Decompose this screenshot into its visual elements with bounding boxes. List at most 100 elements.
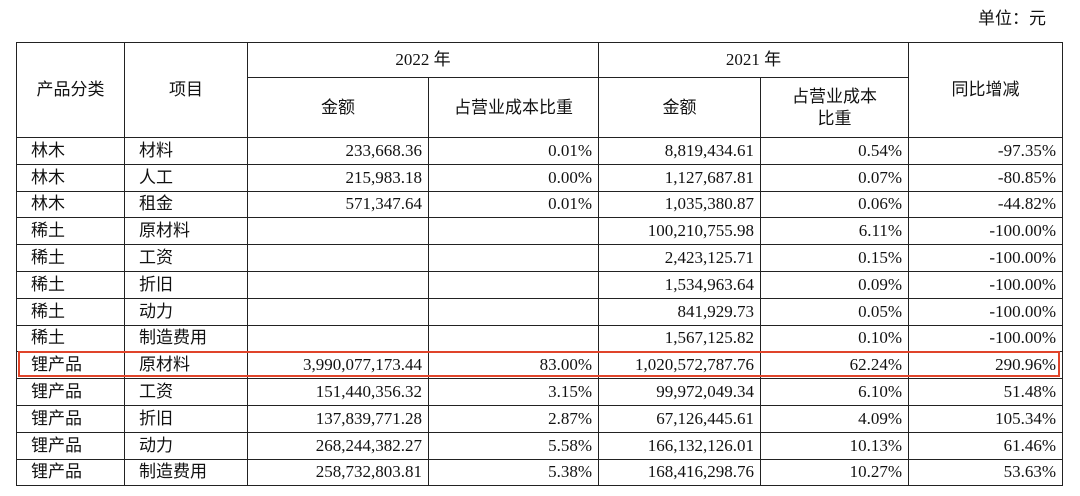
table-cell: 2.87%: [428, 404, 599, 433]
table-cell: 2,423,125.71: [598, 244, 761, 272]
table-cell: 53.63%: [908, 458, 1063, 487]
table-cell: 0.05%: [760, 297, 909, 326]
table-cell: 3.15%: [428, 378, 599, 406]
table-cell: [247, 244, 429, 272]
table-cell: 锂产品: [16, 431, 125, 460]
header-cell: 产品分类: [16, 42, 125, 138]
table-row: 林木 人工 215,983.18 0.00% 1,127,687.81 0.07% -80.…: [16, 163, 1063, 192]
table-cell: 10.27%: [760, 458, 909, 487]
table-cell: 0.15%: [760, 244, 909, 272]
table-cell: 1,567,125.82: [598, 324, 761, 353]
table-cell: 1,020,572,787.76: [598, 351, 761, 380]
table-cell: 林木: [16, 137, 125, 165]
table-cell: 折旧: [124, 404, 248, 433]
table-row: 稀土 制造费用 1,567,125.82 0.10% -100.00%: [16, 324, 1063, 353]
table-cell: 571,347.64: [247, 190, 429, 219]
table-cell: 105.34%: [908, 404, 1063, 433]
table-cell: [247, 297, 429, 326]
table-cell: 0.01%: [428, 137, 599, 165]
table-cell: 原材料: [124, 351, 248, 380]
table-cell: 人工: [124, 163, 248, 192]
table-cell: [247, 270, 429, 299]
table-cell: 168,416,298.76: [598, 458, 761, 487]
table-cell: 租金: [124, 190, 248, 219]
table-cell: -100.00%: [908, 217, 1063, 246]
table-cell: 林木: [16, 190, 125, 219]
table-cell: 233,668.36: [247, 137, 429, 165]
table-cell: 0.10%: [760, 324, 909, 353]
table-cell: 1,035,380.87: [598, 190, 761, 219]
table-cell: 258,732,803.81: [247, 458, 429, 487]
table-cell: -100.00%: [908, 297, 1063, 326]
table-row: 稀土 工资 2,423,125.71 0.15% -100.00%: [16, 244, 1063, 272]
table-cell: 锂产品: [16, 378, 125, 406]
table-cell: 5.38%: [428, 458, 599, 487]
table-cell: 材料: [124, 137, 248, 165]
header-cell: 占营业成本比重: [760, 77, 909, 138]
table-cell: 83.00%: [428, 351, 599, 380]
table-cell: -100.00%: [908, 270, 1063, 299]
table-row: 稀土 动力 841,929.73 0.05% -100.00%: [16, 297, 1063, 326]
table-cell: 工资: [124, 244, 248, 272]
header-cell: 项目: [124, 42, 248, 138]
header-cell: 2021 年: [598, 42, 909, 78]
table-cell: 3,990,077,173.44: [247, 351, 429, 380]
table-cell: 稀土: [16, 324, 125, 353]
table-cell: 151,440,356.32: [247, 378, 429, 406]
table-cell: 动力: [124, 431, 248, 460]
table-cell: -44.82%: [908, 190, 1063, 219]
table-cell: 51.48%: [908, 378, 1063, 406]
header-row: 产品分类 项目 2022 年 2021 年 同比增减: [16, 42, 1063, 138]
table-cell: [428, 297, 599, 326]
header-cell: 占营业成本比重: [428, 77, 599, 138]
table-cell: 0.06%: [760, 190, 909, 219]
table-cell: 锂产品: [16, 404, 125, 433]
table-cell: 8,819,434.61: [598, 137, 761, 165]
table-row: 锂产品 动力 268,244,382.27 5.58% 166,132,126.01 10…: [16, 431, 1063, 460]
table-cell: 215,983.18: [247, 163, 429, 192]
table-cell: 稀土: [16, 244, 125, 272]
table-cell: 稀土: [16, 297, 125, 326]
table-body: 林木 材料 233,668.36 0.01% 8,819,434.61 0.54% -97.…: [16, 137, 1063, 487]
header-cell: 金额: [247, 77, 429, 138]
table-cell: 268,244,382.27: [247, 431, 429, 460]
table-cell: -100.00%: [908, 324, 1063, 353]
table-row: 锂产品 折旧 137,839,771.28 2.87% 67,126,445.61 4.0…: [16, 404, 1063, 433]
table-cell: 61.46%: [908, 431, 1063, 460]
table-cell: [247, 324, 429, 353]
table-row: 锂产品 工资 151,440,356.32 3.15% 99,972,049.34 6.1…: [16, 378, 1063, 406]
table-cell: 1,127,687.81: [598, 163, 761, 192]
table-cell: 137,839,771.28: [247, 404, 429, 433]
table-cell: 稀土: [16, 217, 125, 246]
table-cell: 841,929.73: [598, 297, 761, 326]
table-cell: [428, 270, 599, 299]
table-cell: 10.13%: [760, 431, 909, 460]
table-cell: 0.07%: [760, 163, 909, 192]
table-cell: 1,534,963.64: [598, 270, 761, 299]
table-cell: -97.35%: [908, 137, 1063, 165]
table-cell: 动力: [124, 297, 248, 326]
table-cell: 67,126,445.61: [598, 404, 761, 433]
table-cell: 制造费用: [124, 324, 248, 353]
table-cell: [428, 244, 599, 272]
table-cell: 4.09%: [760, 404, 909, 433]
table-row: 锂产品 原材料 3,990,077,173.44 83.00% 1,020,572,78…: [16, 351, 1063, 380]
cost-table: 产品分类 项目 2022 年 2021 年 同比增减 金额 占营业成本比重 金额…: [16, 42, 1063, 487]
table-cell: [428, 217, 599, 246]
table-row: 稀土 折旧 1,534,963.64 0.09% -100.00%: [16, 270, 1063, 299]
table-cell: 290.96%: [908, 351, 1063, 380]
table-row: 锂产品 制造费用 258,732,803.81 5.38% 168,416,298.76…: [16, 458, 1063, 487]
table-cell: -100.00%: [908, 244, 1063, 272]
table-cell: [428, 324, 599, 353]
table-cell: 100,210,755.98: [598, 217, 761, 246]
table-cell: 锂产品: [16, 458, 125, 487]
table-cell: 6.11%: [760, 217, 909, 246]
table-row: 林木 租金 571,347.64 0.01% 1,035,380.87 0.06% -44.…: [16, 190, 1063, 219]
table-cell: 工资: [124, 378, 248, 406]
table-cell: 原材料: [124, 217, 248, 246]
table-row: 稀土 原材料 100,210,755.98 6.11% -100.00%: [16, 217, 1063, 246]
table-row: 林木 材料 233,668.36 0.01% 8,819,434.61 0.54% -97.…: [16, 137, 1063, 165]
unit-label: 单位：元: [978, 9, 1046, 28]
table-cell: 6.10%: [760, 378, 909, 406]
table-cell: -80.85%: [908, 163, 1063, 192]
